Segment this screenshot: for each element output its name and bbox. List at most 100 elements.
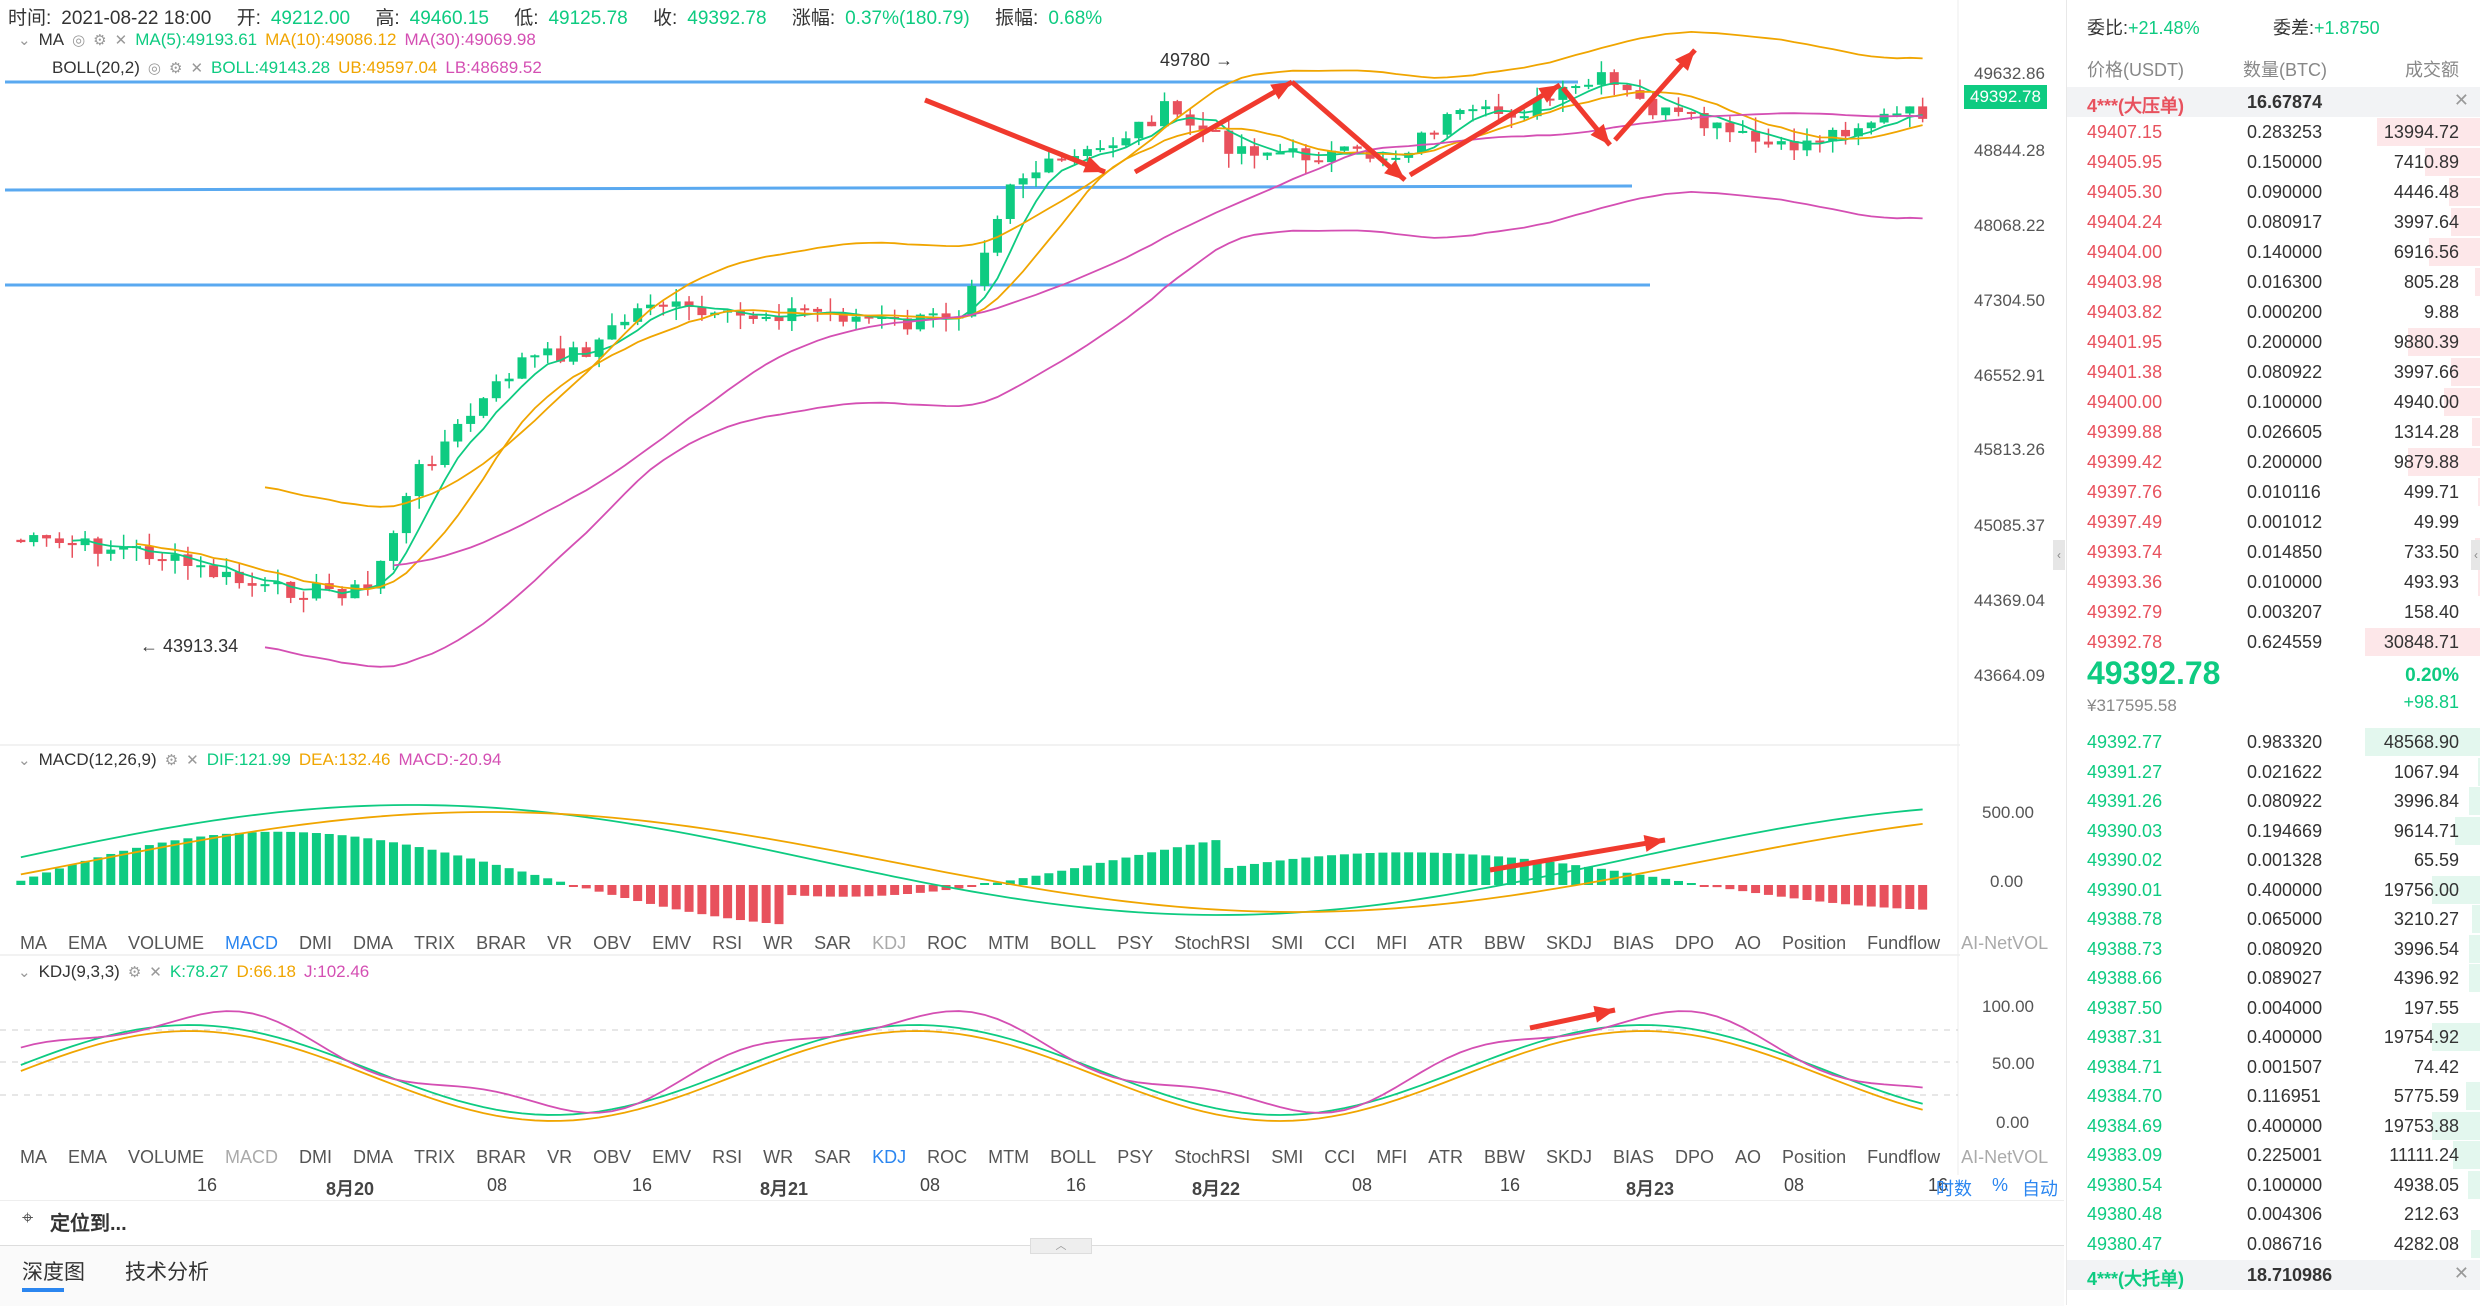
tab-boll[interactable]: BOLL <box>1050 933 1097 953</box>
tab-roc[interactable]: ROC <box>927 1147 968 1167</box>
tab-vr[interactable]: VR <box>547 933 573 953</box>
bid-row[interactable]: 49388.78 0.065000 3210.27 <box>2067 904 2480 934</box>
tab-dma[interactable]: DMA <box>353 933 394 953</box>
tab-kdj[interactable]: KDJ <box>872 933 907 953</box>
tab-wr[interactable]: WR <box>763 933 794 953</box>
locate-button[interactable]: 定位到... <box>50 1213 127 1235</box>
bid-row[interactable]: 49380.48 0.004306 212.63 <box>2067 1199 2480 1229</box>
ask-row[interactable]: 49397.49 0.001012 49.99 <box>2067 507 2480 537</box>
tab-skdj[interactable]: SKDJ <box>1545 1147 1592 1167</box>
tab-wr[interactable]: WR <box>763 1147 794 1167</box>
bid-row[interactable]: 49387.50 0.004000 197.55 <box>2067 993 2480 1023</box>
tab-smi[interactable]: SMI <box>1271 1147 1304 1167</box>
close-icon[interactable]: ✕ <box>149 964 162 981</box>
tab-ao[interactable]: AO <box>1735 1147 1762 1167</box>
tab-brar[interactable]: BRAR <box>476 1147 527 1167</box>
tab-mfi[interactable]: MFI <box>1376 933 1408 953</box>
tab-sar[interactable]: SAR <box>814 933 852 953</box>
tab-ema[interactable]: EMA <box>68 1147 108 1167</box>
tab-rsi[interactable]: RSI <box>712 1147 743 1167</box>
tab-mtm[interactable]: MTM <box>988 1147 1030 1167</box>
chart-area[interactable]: 时间: 2021-08-22 18:00 开: 49212.00 高: 49460.1… <box>0 0 2191 1306</box>
candlestick-chart[interactable] <box>0 0 1960 1175</box>
close-icon[interactable]: ✕ <box>114 32 128 49</box>
tab-position[interactable]: Position <box>1782 933 1847 953</box>
ask-row[interactable]: 49392.79 0.003207 158.40 <box>2067 597 2480 627</box>
ask-row[interactable]: 49401.38 0.080922 3997.66 <box>2067 357 2480 387</box>
tab-dmi[interactable]: DMI <box>299 933 333 953</box>
close-icon[interactable]: ✕ <box>2453 1263 2469 1283</box>
tab-dmi[interactable]: DMI <box>299 1147 333 1167</box>
percent-mode[interactable]: % <box>1992 1175 2009 1195</box>
close-icon[interactable]: ✕ <box>190 60 204 77</box>
tab-ai-netvol[interactable]: AI-NetVOL <box>1961 1147 2049 1167</box>
collapse-icon[interactable]: ⌄ <box>18 964 31 981</box>
time-mode[interactable]: 时数 <box>1936 1179 1972 1199</box>
ask-row[interactable]: 49405.95 0.150000 7410.89 <box>2067 147 2480 177</box>
tab-mfi[interactable]: MFI <box>1376 1147 1408 1167</box>
tab-cci[interactable]: CCI <box>1324 933 1356 953</box>
ask-row[interactable]: 49404.00 0.140000 6916.56 <box>2067 237 2480 267</box>
tab-technical-analysis[interactable]: 技术分析 <box>125 1261 209 1284</box>
gear-icon[interactable]: ⚙ <box>127 964 142 981</box>
tab-brar[interactable]: BRAR <box>476 933 527 953</box>
ask-row[interactable]: 49393.74 0.014850 733.50 <box>2067 537 2480 567</box>
tab-psy[interactable]: PSY <box>1117 1147 1154 1167</box>
tab-fundflow[interactable]: Fundflow <box>1867 1147 1941 1167</box>
tab-fundflow[interactable]: Fundflow <box>1867 933 1941 953</box>
ask-row[interactable]: 49403.98 0.016300 805.28 <box>2067 267 2480 297</box>
tab-obv[interactable]: OBV <box>593 933 632 953</box>
tab-ma[interactable]: MA <box>20 933 47 953</box>
bid-row[interactable]: 49388.73 0.080920 3996.54 <box>2067 934 2480 964</box>
ask-row[interactable]: 49392.78 0.624559 30848.71 <box>2067 627 2480 657</box>
tab-bbw[interactable]: BBW <box>1483 1147 1525 1167</box>
tab-ema[interactable]: EMA <box>68 933 108 953</box>
gear-icon[interactable]: ⚙ <box>93 32 107 49</box>
ask-row[interactable]: 49400.00 0.100000 4940.00 <box>2067 387 2480 417</box>
tab-stochrsi[interactable]: StochRSI <box>1174 933 1251 953</box>
bid-row[interactable]: 49384.69 0.400000 19753.88 <box>2067 1111 2480 1141</box>
tab-mtm[interactable]: MTM <box>988 933 1030 953</box>
tab-kdj[interactable]: KDJ <box>872 1147 907 1167</box>
eye-icon[interactable]: ◎ <box>72 32 86 49</box>
bid-row[interactable]: 49380.47 0.086716 4282.08 <box>2067 1229 2480 1259</box>
tab-bias[interactable]: BIAS <box>1612 1147 1655 1167</box>
close-icon[interactable]: ✕ <box>2453 90 2469 110</box>
ask-row[interactable]: 49407.15 0.283253 13994.72 <box>2067 117 2480 147</box>
indicator-tabs-kdj[interactable]: MA EMA VOLUME MACD DMI DMA TRIX BRAR VR OBV EMV RSI… <box>20 1147 2212 1168</box>
bid-row[interactable]: 49384.70 0.116951 5775.59 <box>2067 1081 2480 1111</box>
tab-smi[interactable]: SMI <box>1271 933 1304 953</box>
tab-emv[interactable]: EMV <box>652 1147 692 1167</box>
tab-dpo[interactable]: DPO <box>1675 1147 1715 1167</box>
bid-row[interactable]: 49390.01 0.400000 19756.00 <box>2067 875 2480 905</box>
bid-row[interactable]: 49380.54 0.100000 4938.05 <box>2067 1170 2480 1200</box>
tab-roc[interactable]: ROC <box>927 933 968 953</box>
tab-skdj[interactable]: SKDJ <box>1545 933 1592 953</box>
resize-handle[interactable]: ︿ <box>1030 1238 1092 1254</box>
gear-icon[interactable]: ⚙ <box>164 752 179 769</box>
close-icon[interactable]: ✕ <box>186 752 199 769</box>
tab-dpo[interactable]: DPO <box>1675 933 1715 953</box>
tab-bias[interactable]: BIAS <box>1612 933 1655 953</box>
bid-row[interactable]: 49390.02 0.001328 65.59 <box>2067 845 2480 875</box>
ask-row[interactable]: 49401.95 0.200000 9880.39 <box>2067 327 2480 357</box>
tab-stochrsi[interactable]: StochRSI <box>1174 1147 1251 1167</box>
gear-icon[interactable]: ⚙ <box>168 60 183 77</box>
tab-ai-netvol[interactable]: AI-NetVOL <box>1961 933 2049 953</box>
ask-row[interactable]: 49393.36 0.010000 493.93 <box>2067 567 2480 597</box>
bid-row[interactable]: 49384.71 0.001507 74.42 <box>2067 1052 2480 1082</box>
tab-emv[interactable]: EMV <box>652 933 692 953</box>
tab-ma[interactable]: MA <box>20 1147 47 1167</box>
collapse-icon[interactable]: ⌄ <box>18 32 31 49</box>
expand-panel-handle[interactable]: ‹ <box>2471 540 2480 570</box>
tab-trix[interactable]: TRIX <box>414 933 456 953</box>
tab-rsi[interactable]: RSI <box>712 933 743 953</box>
tab-sar[interactable]: SAR <box>814 1147 852 1167</box>
collapse-panel-handle[interactable]: ‹ <box>2053 540 2065 570</box>
ask-row[interactable]: 49399.88 0.026605 1314.28 <box>2067 417 2480 447</box>
ask-row[interactable]: 49397.76 0.010116 499.71 <box>2067 477 2480 507</box>
auto-mode[interactable]: 自动 <box>2022 1179 2058 1199</box>
ask-row[interactable]: 49405.30 0.090000 4446.48 <box>2067 177 2480 207</box>
tab-atr[interactable]: ATR <box>1428 1147 1463 1167</box>
tab-depth-chart[interactable]: 深度图 <box>22 1261 85 1284</box>
